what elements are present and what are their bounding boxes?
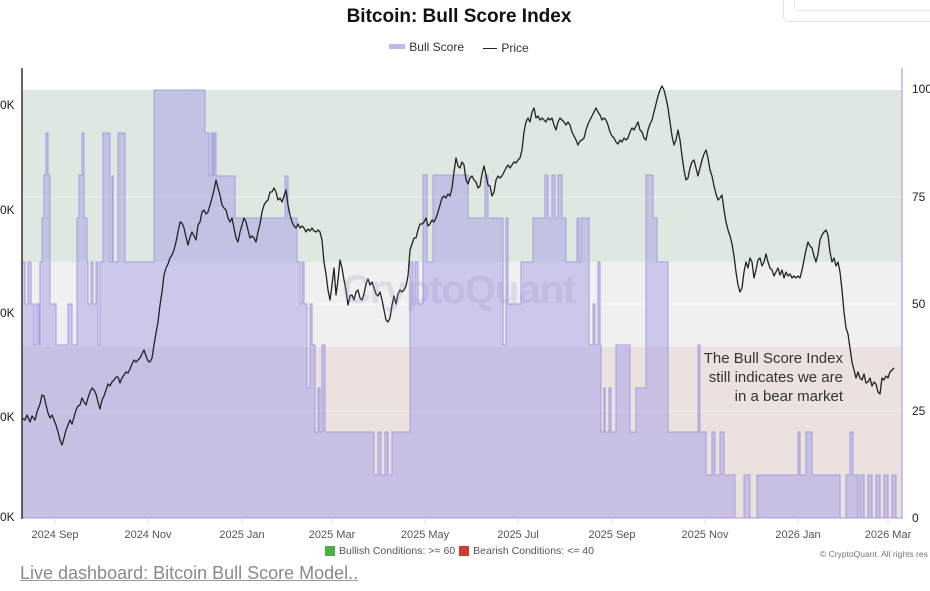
bearish-conditions-label: Bearish Conditions: <= 40 [473, 545, 594, 557]
legend-bull-label: Bull Score [409, 39, 464, 54]
right-axis-label: 75 [912, 190, 926, 204]
chart-title: Bitcoin: Bull Score Index [346, 6, 572, 27]
price-line-swatch-icon [483, 47, 498, 49]
bull-score-area [21, 89, 902, 519]
plot-top-margin [22, 70, 902, 90]
x-axis-label: 2025 Jul [497, 529, 539, 541]
left-axis-label: 0K [0, 410, 15, 424]
info-box-partial [783, 0, 930, 22]
left-axis-label: 0K [0, 203, 15, 217]
copyright-text: © CryptoQuant. All rights res [820, 549, 928, 559]
x-axis-label: 2024 Sep [31, 529, 79, 541]
right-axis-label: 25 [912, 404, 926, 418]
x-axis-label: 2026 Mar [864, 529, 912, 541]
left-axis-label: 0K [0, 510, 15, 524]
legend-item-price[interactable]: Price [483, 41, 529, 56]
link-trailing-dot: . [353, 563, 359, 583]
right-axis-label: 50 [912, 297, 926, 311]
series-legend: Bull Score Price [0, 38, 918, 55]
gridlines [22, 196, 902, 412]
x-axis-label: 2025 Sep [588, 529, 636, 541]
conditions-legend: Bullish Conditions: >= 60 Bearish Condit… [325, 545, 594, 557]
left-axis-label: 0K [0, 98, 15, 112]
x-axis-label: 2025 Mar [308, 529, 356, 541]
right-axis-label: 0 [912, 511, 919, 525]
x-axis-label: 2025 Jan [219, 529, 265, 541]
left-axis-label: 0K [0, 306, 15, 320]
cryptoquant-watermark: CryptoQuant [342, 268, 576, 312]
legend-price-label: Price [501, 41, 529, 56]
x-axis-label: 2025 Nov [681, 529, 729, 541]
x-axis-label: 2024 Nov [124, 529, 172, 541]
x-tick-marks [54, 519, 889, 524]
bullish-square-icon [325, 546, 335, 556]
bear-market-annotation: The Bull Score Index still indicates we … [703, 350, 843, 405]
bullish-zone [22, 90, 902, 262]
legend-item-bull-score[interactable]: Bull Score [389, 40, 464, 54]
price-line [21, 85, 895, 446]
x-axis-label: 2025 May [400, 529, 450, 541]
bearish-square-icon [459, 546, 470, 556]
live-dashboard-link[interactable]: Live dashboard: Bitcoin Bull Score Model… [20, 563, 358, 584]
info-box-inner [794, 0, 930, 11]
live-dashboard-link-text[interactable]: Live dashboard: Bitcoin Bull Score Model… [20, 563, 354, 583]
bull-score-swatch-icon [389, 44, 406, 49]
bearish-zone [22, 347, 902, 518]
bullish-conditions-label: Bullish Conditions: >= 60 [339, 545, 456, 557]
x-axis-label: 2026 Jan [775, 529, 821, 541]
right-axis-label: 100 [912, 82, 930, 96]
